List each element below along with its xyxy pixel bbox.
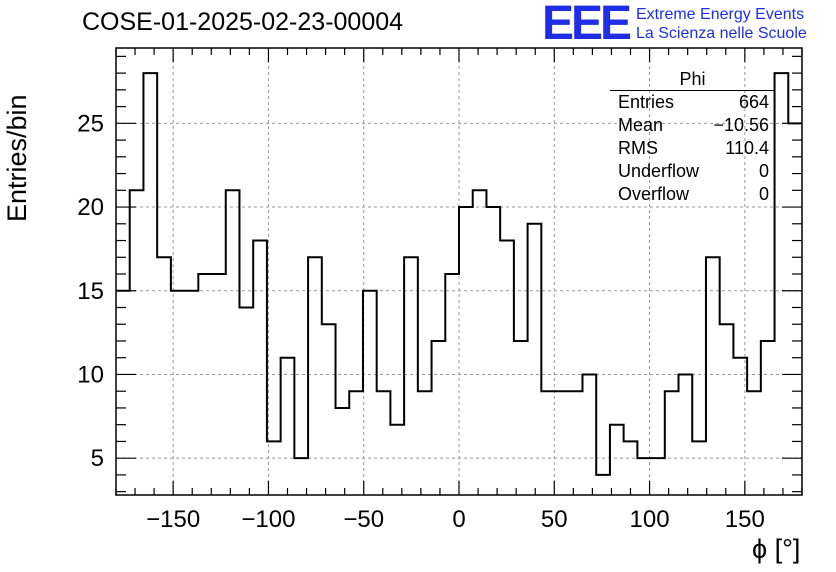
y-tick-label: 25: [77, 110, 104, 137]
x-tick-label: −100: [241, 506, 295, 533]
x-tick-label: 0: [452, 506, 465, 533]
y-tick-label: 5: [91, 445, 104, 472]
x-tick-label: 150: [725, 506, 765, 533]
stats-row-overflow: Overflow 0: [610, 183, 775, 206]
stats-value: 0: [758, 161, 769, 181]
x-axis-label: ϕ [°]: [752, 534, 801, 564]
x-tick-label: 50: [541, 506, 568, 533]
stats-label: Entries: [618, 92, 675, 112]
stats-label: Overflow: [618, 184, 690, 204]
x-tick-label: −50: [343, 506, 384, 533]
stats-label: RMS: [618, 138, 658, 158]
plot-frame: [115, 47, 803, 496]
chart-title: COSE-01-2025-02-23-00004: [82, 8, 404, 36]
stats-value: 664: [738, 92, 769, 112]
stats-box: Phi Entries 664 Mean −10.56 RMS 110.4 Un…: [610, 69, 775, 206]
y-tick-label: 15: [77, 278, 104, 305]
stats-value: 110.4: [725, 138, 769, 158]
y-axis-label: Entries/bin: [2, 94, 32, 222]
y-tick-label: 10: [77, 361, 104, 388]
logo-line-2: La Scienza nelle Scuole: [636, 25, 807, 42]
histogram-series: [116, 72, 802, 476]
axis-ticks: [115, 48, 803, 495]
x-tick-label: 100: [630, 506, 670, 533]
x-tick-label: −150: [146, 506, 200, 533]
stats-row-entries: Entries 664: [610, 91, 775, 114]
stats-row-underflow: Underflow 0: [610, 160, 775, 183]
tick-labels: −150 −100 −50 0 50 100 150 5 10 15 20 25: [77, 110, 765, 533]
y-tick-label: 20: [77, 194, 104, 221]
logo-line-1: Extreme Energy Events: [636, 6, 805, 23]
stats-value: −10.56: [713, 115, 769, 135]
stats-label: Mean: [618, 115, 664, 135]
stats-label: Underflow: [618, 161, 700, 181]
stats-row-mean: Mean −10.56: [610, 114, 775, 137]
stats-row-rms: RMS 110.4: [610, 137, 775, 160]
stats-value: 0: [758, 184, 769, 204]
stats-title: Phi: [610, 69, 775, 91]
eee-logo: EEE: [542, 0, 632, 50]
grid-lines: [116, 48, 802, 495]
